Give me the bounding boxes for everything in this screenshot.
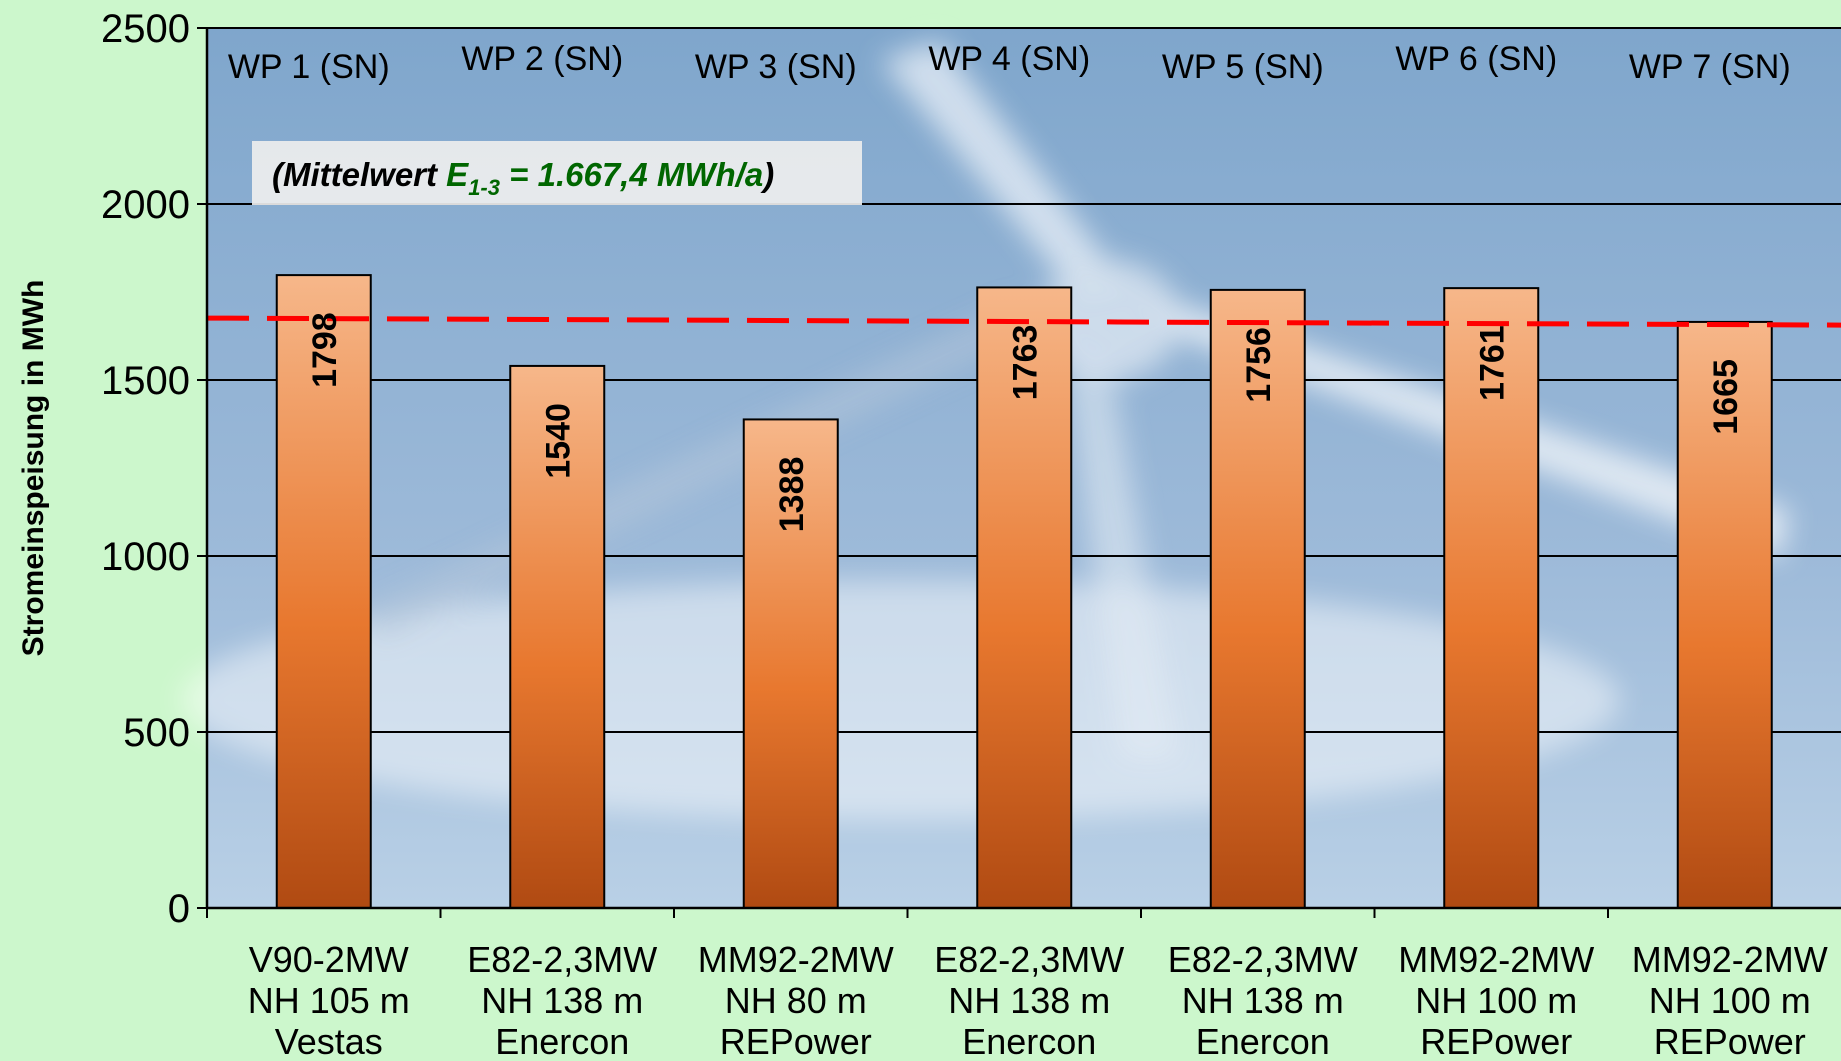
y-tick-label: 1000 bbox=[101, 535, 190, 579]
x-category-label: Vestas bbox=[275, 1021, 383, 1061]
bar-value-label: 1665 bbox=[1707, 359, 1745, 435]
x-category-label: Enercon bbox=[1196, 1021, 1330, 1061]
x-category-label: NH 105 m bbox=[248, 980, 410, 1021]
mean-annotation-box bbox=[252, 141, 862, 205]
x-category-label: E82-2,3MW bbox=[1168, 939, 1358, 980]
annotation-prefix: (Mittelwert bbox=[272, 156, 446, 193]
bar-value-label: 1763 bbox=[1006, 325, 1044, 401]
bar-value-label: 1761 bbox=[1473, 325, 1511, 401]
bar-value-label: 1540 bbox=[539, 403, 577, 479]
park-label: WP 3 (SN) bbox=[695, 48, 857, 86]
x-category-label: E82-2,3MW bbox=[467, 939, 657, 980]
park-label: WP 4 (SN) bbox=[928, 40, 1090, 78]
annotation-suffix: ) bbox=[760, 156, 774, 193]
x-category-label: REPower bbox=[720, 1021, 872, 1061]
bar-value-label: 1756 bbox=[1240, 327, 1278, 403]
x-category-label: NH 138 m bbox=[481, 980, 643, 1021]
bar bbox=[742, 418, 839, 909]
x-category-label: E82-2,3MW bbox=[934, 939, 1124, 980]
annotation-symbol: E bbox=[446, 156, 469, 193]
x-category-label: NH 100 m bbox=[1649, 980, 1811, 1021]
x-category-label: V90-2MW bbox=[249, 939, 409, 980]
reference-line-group bbox=[206, 315, 1841, 328]
bar bbox=[1209, 288, 1306, 909]
x-category-label: NH 80 m bbox=[725, 980, 867, 1021]
y-tick-label: 0 bbox=[168, 887, 190, 931]
x-category-label: Enercon bbox=[962, 1021, 1096, 1061]
mean-annotation-text: (Mittelwert E1-3 = 1.667,4 MWh/a) bbox=[272, 156, 774, 200]
y-tick-label: 1500 bbox=[101, 359, 190, 403]
y-tick-label: 2000 bbox=[101, 183, 190, 227]
x-category-label: MM92-2MW bbox=[698, 939, 894, 980]
annotation-value: = 1.667,4 MWh/a bbox=[500, 156, 763, 193]
x-category-label: REPower bbox=[1654, 1021, 1806, 1061]
bar bbox=[509, 364, 606, 910]
mean-annotation: (Mittelwert E1-3 = 1.667,4 MWh/a) bbox=[252, 141, 862, 205]
x-category-label: MM92-2MW bbox=[1632, 939, 1828, 980]
bar bbox=[1676, 320, 1773, 910]
bar bbox=[976, 286, 1073, 909]
x-category-label: NH 138 m bbox=[948, 980, 1110, 1021]
mean-reference-line bbox=[206, 315, 1841, 328]
bar-value-label: 1388 bbox=[773, 457, 811, 533]
park-label: WP 6 (SN) bbox=[1395, 40, 1557, 78]
x-category-label: REPower bbox=[1420, 1021, 1572, 1061]
bar bbox=[275, 274, 372, 909]
park-label: WP 5 (SN) bbox=[1162, 48, 1324, 86]
bars bbox=[275, 274, 1773, 910]
x-category-label: MM92-2MW bbox=[1398, 939, 1594, 980]
park-label: WP 7 (SN) bbox=[1629, 48, 1791, 86]
labels: 0 500 1000 1500 2000 2500 1798 WP 1 (SN) V90-2MW… bbox=[101, 7, 1828, 1061]
y-axis-label: Stromeinspeisung in MWh bbox=[17, 280, 50, 657]
y-tick-label: 2500 bbox=[101, 7, 190, 51]
y-tick-label: 500 bbox=[123, 711, 190, 755]
bar bbox=[1443, 287, 1540, 909]
x-category-label: Enercon bbox=[495, 1021, 629, 1061]
annotation-subscript: 1-3 bbox=[468, 175, 500, 200]
park-label: WP 1 (SN) bbox=[228, 48, 390, 86]
axes bbox=[197, 27, 1841, 918]
bar-value-label: 1798 bbox=[306, 312, 344, 388]
park-label: WP 2 (SN) bbox=[461, 40, 623, 78]
x-category-label: NH 100 m bbox=[1415, 980, 1577, 1021]
x-category-label: NH 138 m bbox=[1182, 980, 1344, 1021]
